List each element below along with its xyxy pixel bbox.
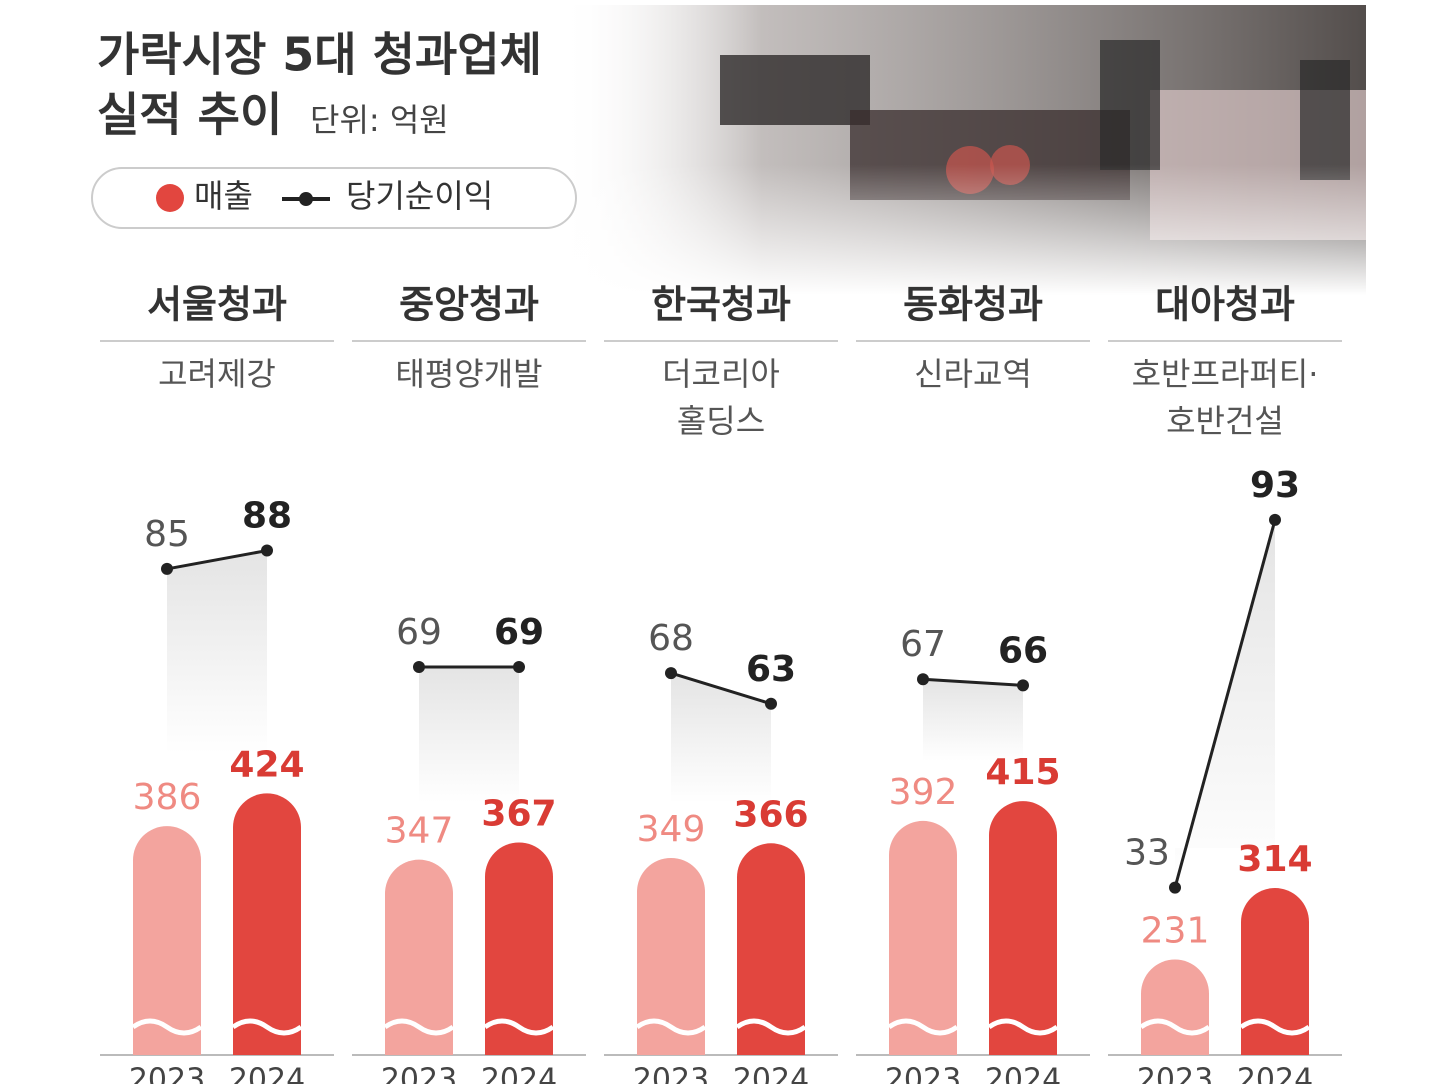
value-label: 66 [998, 630, 1048, 671]
legend-swatch [156, 184, 184, 212]
x-tick-label: 2024 [1237, 1063, 1313, 1084]
bar [133, 826, 201, 1055]
value-label: 349 [637, 809, 706, 850]
legend-label: 매출 [194, 177, 253, 215]
bar [1241, 888, 1309, 1055]
profit-point [917, 673, 929, 686]
parent-name: 홀딩스 [677, 402, 765, 440]
value-label: 33 [1124, 833, 1170, 874]
value-label: 88 [242, 496, 292, 537]
value-label: 424 [229, 744, 304, 785]
break-mark [383, 1018, 455, 1036]
x-tick-label: 2024 [481, 1063, 557, 1084]
unit: 단위: 억원 [310, 101, 449, 139]
value-label: 69 [396, 612, 442, 653]
shade [167, 550, 267, 754]
x-tick-label: 2023 [633, 1063, 709, 1084]
value-label: 366 [733, 794, 808, 835]
value-label: 231 [1141, 910, 1210, 951]
bar [485, 842, 553, 1055]
group-name: 대아청과 [1155, 283, 1295, 327]
profit-point [1169, 881, 1181, 894]
value-label: 415 [985, 752, 1060, 793]
profit-point [1017, 679, 1029, 692]
break-mark [987, 1018, 1059, 1036]
break-mark [131, 1018, 203, 1036]
value-label: 69 [494, 612, 544, 653]
shade [923, 679, 1023, 762]
legend-box [91, 167, 577, 229]
profit-line [1173, 519, 1277, 889]
profit-line [166, 549, 268, 571]
parent-name: 태평양개발 [395, 355, 542, 393]
profit-line [922, 677, 1024, 687]
title: 가락시장 5대 청과업체 [97, 28, 542, 82]
profit-point [665, 667, 677, 680]
shade [671, 673, 771, 804]
value-label: 67 [900, 624, 946, 665]
value-label: 68 [648, 618, 694, 659]
bar [889, 820, 957, 1055]
profit-line [670, 671, 772, 706]
legend-swatch [299, 192, 313, 206]
bar [385, 859, 453, 1055]
bar [637, 857, 705, 1055]
bar [233, 793, 301, 1055]
bar [989, 801, 1057, 1055]
shade [419, 666, 519, 803]
group-name: 동화청과 [903, 283, 1043, 327]
value-label: 85 [144, 514, 190, 555]
x-tick-label: 2023 [129, 1063, 205, 1084]
value-label: 392 [889, 772, 958, 813]
profit-point [161, 562, 173, 575]
value-label: 386 [133, 777, 202, 818]
break-mark [1239, 1018, 1311, 1036]
x-tick-label: 2024 [985, 1063, 1061, 1084]
legend-label: 당기순이익 [346, 177, 493, 215]
parent-name: 호반프라퍼티· [1132, 355, 1319, 393]
x-tick-label: 2023 [885, 1063, 961, 1084]
photo [560, 5, 1366, 295]
break-mark [635, 1018, 707, 1036]
bar [1141, 959, 1209, 1055]
x-tick-label: 2023 [381, 1063, 457, 1084]
value-label: 347 [385, 811, 454, 852]
break-mark [483, 1018, 555, 1036]
profit-point [261, 544, 273, 557]
x-tick-label: 2024 [229, 1063, 305, 1084]
group-name: 한국청과 [651, 283, 791, 327]
profit-point [1269, 513, 1281, 526]
profit-point [765, 697, 777, 710]
break-mark [735, 1018, 807, 1036]
break-mark [1139, 1018, 1211, 1036]
parent-name: 고려제강 [158, 355, 276, 393]
bar [737, 843, 805, 1055]
group-name: 서울청과 [147, 283, 287, 327]
profit-point [513, 660, 525, 673]
parent-name: 호반건설 [1166, 402, 1284, 440]
break-mark [231, 1018, 303, 1036]
x-tick-label: 2024 [733, 1063, 809, 1084]
title: 실적 추이 [97, 88, 282, 142]
break-mark [887, 1018, 959, 1036]
value-label: 367 [481, 793, 556, 834]
parent-name: 신라교역 [914, 355, 1032, 393]
profit-point [413, 660, 425, 673]
group-name: 중앙청과 [399, 283, 539, 327]
parent-name: 더코리아 [662, 355, 780, 393]
value-label: 314 [1237, 839, 1312, 880]
value-label: 63 [746, 649, 796, 690]
value-label: 93 [1250, 465, 1300, 506]
x-tick-label: 2023 [1137, 1063, 1213, 1084]
legend: 매출 당기순이익 [91, 167, 577, 229]
